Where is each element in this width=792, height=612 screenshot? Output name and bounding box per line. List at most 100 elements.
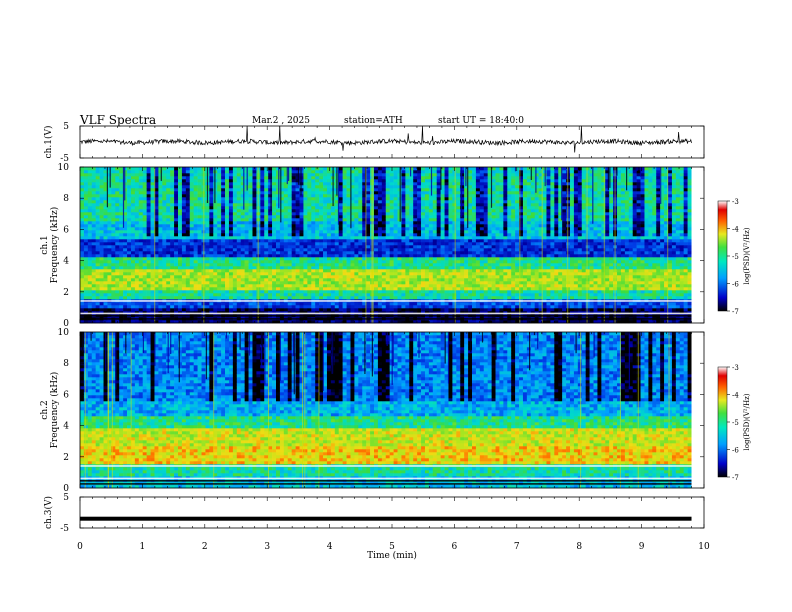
spectrogram-cell bbox=[413, 242, 418, 246]
spectrogram-cell bbox=[272, 200, 277, 204]
spectrogram-cell bbox=[424, 221, 430, 225]
spectrogram-cell bbox=[401, 230, 406, 234]
spectrogram-cell bbox=[150, 305, 155, 309]
spectrogram-cell bbox=[130, 248, 136, 252]
spectrogram-cell bbox=[444, 251, 449, 255]
spectrogram-cell bbox=[444, 236, 449, 240]
spectrogram-cell bbox=[209, 230, 214, 234]
spectrogram-cell bbox=[240, 275, 245, 279]
spectrogram-cell bbox=[276, 176, 281, 180]
spectrogram-cell bbox=[417, 275, 422, 279]
spectrogram-cell bbox=[244, 221, 249, 225]
spectrogram-cell bbox=[80, 272, 85, 276]
spectrogram-cell bbox=[174, 227, 179, 231]
spectrogram-cell bbox=[225, 200, 230, 204]
spectrogram-cell bbox=[209, 248, 214, 252]
spectrogram-cell bbox=[362, 215, 367, 219]
spectrogram-cell bbox=[248, 278, 253, 282]
spectrogram-cell bbox=[142, 272, 147, 276]
spectrogram-cell bbox=[87, 227, 93, 231]
spectrogram-cell bbox=[381, 173, 387, 177]
spectrogram-cell bbox=[213, 215, 218, 219]
spectrogram-cell bbox=[299, 275, 304, 279]
spectrogram-cell bbox=[440, 188, 445, 192]
spectrogram-cell bbox=[334, 209, 340, 213]
spectrogram-cell bbox=[264, 206, 269, 210]
spectrogram-cell bbox=[283, 287, 289, 291]
spectrogram-cell bbox=[138, 182, 144, 186]
spectrogram-cell bbox=[95, 185, 100, 189]
spectrogram-cell bbox=[213, 281, 218, 285]
spectrogram-cell bbox=[181, 188, 187, 192]
spectrogram-cell bbox=[185, 269, 191, 273]
spectrogram-cell bbox=[311, 257, 316, 261]
spectrogram-cell bbox=[232, 251, 238, 255]
spectrogram-cell bbox=[150, 251, 155, 255]
spectrogram-cell bbox=[409, 296, 414, 300]
spectrogram-cell bbox=[95, 287, 100, 291]
spectrogram-cell bbox=[111, 218, 116, 222]
spectrogram-cell bbox=[409, 209, 414, 213]
spectrogram-cell bbox=[381, 215, 387, 219]
spectrogram-cell bbox=[350, 188, 355, 192]
spectrogram-cell bbox=[99, 293, 104, 297]
spectrogram-cell bbox=[158, 203, 163, 207]
spectrogram-cell bbox=[189, 290, 194, 294]
spectrogram-cell bbox=[91, 296, 96, 300]
spectrogram-cell bbox=[99, 176, 104, 180]
spectrogram-cell bbox=[358, 263, 363, 267]
spectrogram-cell bbox=[83, 263, 89, 267]
spectrogram-cell bbox=[311, 287, 316, 291]
spectrogram-cell bbox=[205, 260, 210, 264]
spectrogram-cell bbox=[366, 194, 371, 198]
spectrogram-cell bbox=[178, 230, 183, 234]
spectrogram-cell bbox=[264, 308, 269, 312]
spectrogram-cell bbox=[264, 290, 269, 294]
spectrogram-cell bbox=[260, 269, 265, 273]
spectrogram-cell bbox=[154, 221, 159, 225]
spectrogram-cell bbox=[346, 194, 351, 198]
spectrogram-cell bbox=[381, 218, 387, 222]
spectrogram-cell bbox=[452, 287, 457, 291]
spectrogram-cell bbox=[326, 308, 332, 312]
spectrogram-cell bbox=[158, 212, 163, 216]
spectrogram-cell bbox=[185, 194, 191, 198]
spectrogram-cell bbox=[342, 182, 347, 186]
spectrogram-cell bbox=[377, 305, 383, 309]
spectrogram-cell bbox=[299, 257, 304, 261]
spectrogram-cell bbox=[150, 275, 155, 279]
spectrogram-cell bbox=[130, 284, 136, 288]
spectrogram-cell bbox=[154, 287, 159, 291]
spectrogram-cell bbox=[440, 287, 445, 291]
spectrogram-cell bbox=[417, 230, 422, 234]
spectrogram-cell bbox=[377, 242, 383, 246]
spectrogram-cell bbox=[193, 236, 198, 240]
spectrogram-cell bbox=[115, 278, 120, 282]
spectrogram-cell bbox=[389, 254, 394, 258]
spectrogram-cell bbox=[346, 182, 351, 186]
spectrogram-cell bbox=[311, 263, 316, 267]
spectrogram-cell bbox=[127, 251, 132, 255]
spectrogram-cell bbox=[228, 269, 234, 273]
spectrogram-cell bbox=[232, 185, 238, 189]
spectrogram-cell bbox=[87, 293, 93, 297]
spectrogram-cell bbox=[119, 296, 124, 300]
spectrogram-cell bbox=[146, 221, 151, 225]
spectrogram-cell bbox=[252, 263, 257, 267]
spectrogram-cell bbox=[374, 308, 379, 312]
spectrogram-cell bbox=[436, 191, 441, 195]
spectrogram-cell bbox=[268, 179, 273, 183]
spectrogram-cell bbox=[178, 191, 183, 195]
spectrogram-cell bbox=[272, 245, 277, 249]
spectrogram-cell bbox=[248, 260, 253, 264]
spectrogram-cell bbox=[323, 260, 328, 264]
spectrogram-cell bbox=[228, 185, 234, 189]
spectrogram-cell bbox=[154, 209, 159, 213]
spectrogram-cell bbox=[452, 197, 457, 201]
spectrogram-cell bbox=[87, 239, 93, 243]
spectrogram-cell bbox=[436, 296, 441, 300]
spectrogram-cell bbox=[236, 251, 242, 255]
spectrogram-cell bbox=[197, 212, 202, 216]
spectrogram-cell bbox=[103, 233, 108, 237]
spectrogram-cell bbox=[142, 173, 147, 177]
